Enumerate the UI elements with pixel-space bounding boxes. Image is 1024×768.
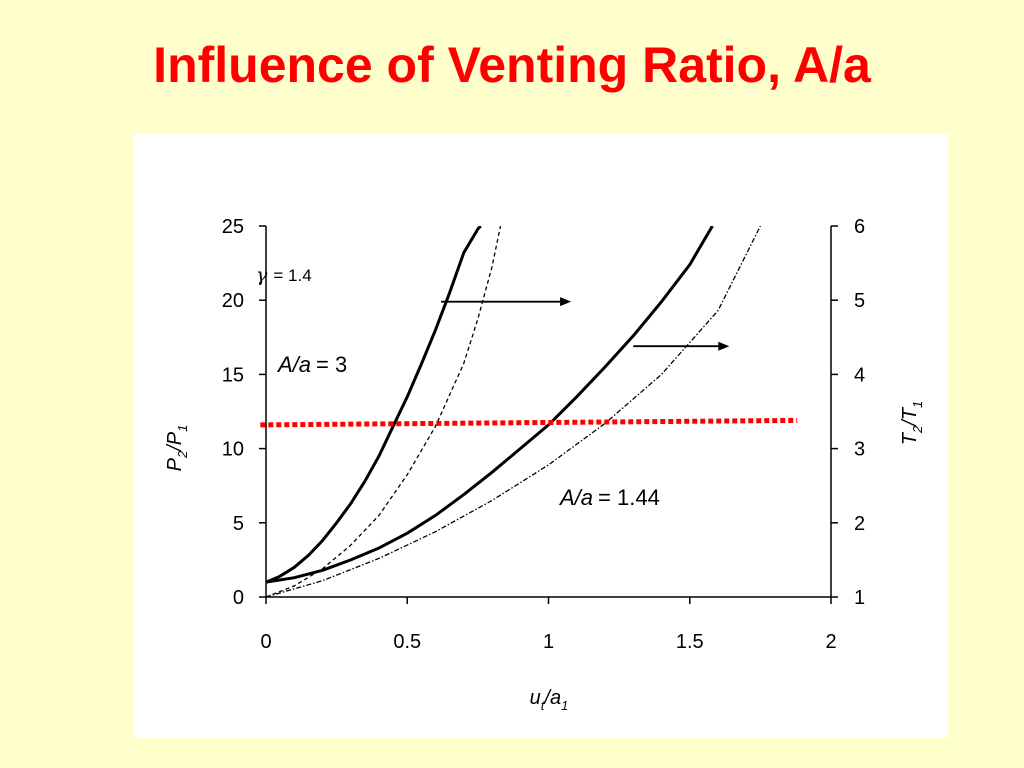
y-right-tick-label-1: 2: [854, 513, 865, 535]
y-right-title-1: 1: [910, 401, 925, 408]
x-axis-title-slash-a: /a: [542, 687, 561, 709]
gamma-annotation: γ = 1.4: [256, 264, 312, 286]
y-right-title-slash-t: /T: [899, 406, 921, 428]
y-right-tick-label-2: 3: [854, 439, 865, 461]
ratio-high-annotation: A/a = 3: [276, 352, 347, 377]
y-right-tick-label-3: 4: [854, 364, 865, 386]
y-right-tick-label-0: 1: [854, 587, 865, 609]
y-left-title-slash-p: /P: [164, 431, 186, 453]
arrows-group: [441, 297, 730, 351]
x-tick-label-3: 1.5: [676, 631, 704, 653]
ratio-high-value: = 3: [316, 352, 347, 377]
y-left-tick-label-5: 25: [222, 216, 244, 238]
y-left-title-1: 1: [175, 425, 190, 432]
y-left-tick-label-4: 20: [222, 290, 244, 312]
y-left-tick-label-3: 15: [222, 364, 244, 386]
y-axis-right-title: T2/T1: [899, 401, 925, 445]
y-right-title-t: T: [899, 431, 921, 445]
x-tick-label-0: 0: [260, 631, 271, 653]
arrow-head-2: [718, 341, 730, 351]
ratio-low-prefix: A/a: [558, 485, 593, 510]
chart-panel: 0 5 10 15 20 25 1 2 3 4 5 6 0 0.5 1 1.5 2 ut/a1 P2/P1 T2…: [133, 134, 948, 738]
x-tick-label-2: 1: [543, 631, 554, 653]
y-left-title-p: P: [164, 457, 186, 471]
x-axis-title: ut/a1: [530, 687, 569, 713]
ratio-low-annotation: A/a = 1.44: [558, 485, 660, 510]
x-axis-title-1: 1: [561, 698, 568, 713]
y-right-tick-label-4: 5: [854, 290, 865, 312]
x-axis-title-u: u: [530, 687, 541, 709]
x-tick-label-4: 2: [825, 631, 836, 653]
y-right-title-2: 2: [910, 425, 925, 434]
y-left-tick-label-2: 10: [222, 439, 244, 461]
y-left-tick-label-1: 5: [233, 513, 244, 535]
ratio-high-prefix: A/a: [276, 352, 311, 377]
series-line-4: [265, 226, 761, 598]
gamma-value: = 1.4: [273, 266, 311, 285]
y-right-tick-label-5: 6: [854, 216, 865, 238]
slide-title: Influence of Venting Ratio, A/a: [153, 37, 871, 93]
series-group: [260, 226, 798, 598]
series-line-3: [265, 226, 714, 584]
series-line-5: [260, 417, 798, 428]
y-axis-left-title: P2/P1: [164, 425, 190, 472]
arrow-head-1: [560, 297, 572, 307]
x-tick-label-1: 0.5: [393, 631, 421, 653]
series-line-1: [265, 226, 482, 584]
y-left-title-2: 2: [175, 450, 190, 459]
gamma-symbol: γ: [256, 264, 268, 286]
ratio-low-value: = 1.44: [598, 485, 660, 510]
x-axis-title-t: t: [541, 698, 546, 713]
y-left-tick-label-0: 0: [233, 587, 244, 609]
axes-group: [265, 226, 832, 598]
